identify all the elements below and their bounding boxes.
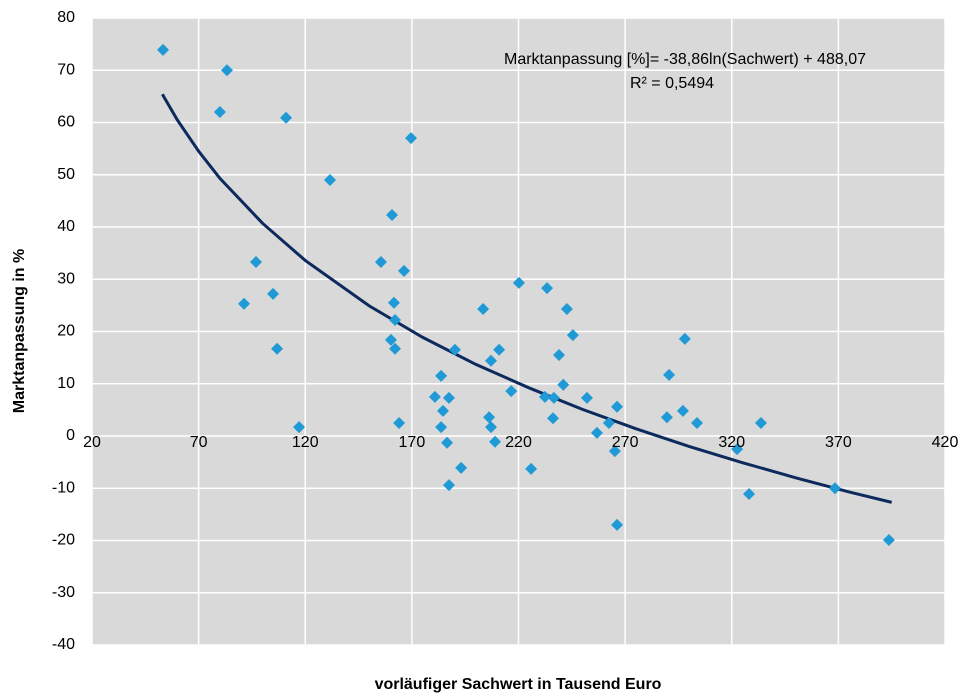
point [441, 436, 454, 449]
y-axis-label: Marktanpassung in % [11, 249, 28, 413]
y-tick-label: 80 [57, 9, 75, 26]
point [293, 421, 306, 434]
y-tick-label: -20 [52, 532, 75, 549]
y-tick-label: -30 [52, 584, 75, 601]
point [754, 416, 767, 429]
point [547, 391, 560, 404]
point [397, 264, 410, 277]
point [387, 296, 400, 309]
point [442, 391, 455, 404]
point [389, 342, 402, 355]
point [437, 404, 450, 417]
point [553, 349, 566, 362]
point [428, 390, 441, 403]
y-tick-label: 70 [57, 61, 75, 78]
x-tick-label: 220 [505, 434, 532, 451]
x-tick-label: 420 [932, 434, 959, 451]
point [448, 343, 461, 356]
point [280, 111, 293, 124]
equation: Marktanpassung [%]= -38,86ln(Sachwert) +… [504, 51, 866, 68]
y-tick-label: 40 [57, 218, 75, 235]
point [213, 106, 226, 119]
point [384, 333, 397, 346]
x-axis-label: vorläufiger Sachwert in Tausend Euro [375, 676, 662, 693]
x-tick-label: 120 [292, 434, 319, 451]
marks [157, 43, 895, 546]
point [484, 421, 497, 434]
point [271, 342, 284, 355]
point [405, 132, 418, 145]
y-tick-label: 20 [57, 323, 75, 340]
point [435, 369, 448, 382]
y-tick-label: -10 [52, 479, 75, 496]
point [238, 297, 251, 310]
point [489, 435, 502, 448]
point [557, 378, 570, 391]
point [249, 256, 262, 269]
x-tick-label: 270 [612, 434, 639, 451]
point [525, 462, 538, 475]
grid [91, 17, 946, 646]
point [547, 412, 560, 425]
x-tick-label: 370 [825, 434, 852, 451]
point [611, 400, 624, 413]
y-tick-label: 10 [57, 375, 75, 392]
x-tick-label: 70 [190, 434, 208, 451]
x-tick-label: 320 [718, 434, 745, 451]
point [484, 354, 497, 367]
point [220, 64, 233, 77]
point [690, 416, 703, 429]
point [393, 416, 406, 429]
point [493, 343, 506, 356]
y-tick-label: 30 [57, 270, 75, 287]
point [267, 287, 280, 300]
point [541, 282, 554, 295]
point [678, 332, 691, 345]
trendline [161, 93, 893, 504]
point [660, 411, 673, 424]
y-tick-label: 60 [57, 114, 75, 131]
point [611, 518, 624, 531]
point [602, 416, 615, 429]
point [435, 421, 448, 434]
point [590, 426, 603, 439]
y-tick-label: -40 [52, 636, 75, 653]
point [828, 482, 841, 495]
x-tick-label: 170 [399, 434, 426, 451]
point [608, 445, 621, 458]
point [483, 411, 496, 424]
point [882, 533, 895, 546]
point [743, 487, 756, 500]
point [374, 256, 387, 269]
point [566, 329, 579, 342]
point [477, 303, 490, 316]
y-tick-label: 50 [57, 166, 75, 183]
x-tick-label: 20 [83, 434, 101, 451]
point [538, 390, 551, 403]
point [505, 385, 518, 398]
point [455, 461, 468, 474]
point [580, 391, 593, 404]
point [386, 208, 399, 221]
point [323, 173, 336, 186]
r-squared: R² = 0,5494 [630, 75, 714, 92]
point [157, 43, 170, 56]
point [731, 443, 744, 456]
point [389, 314, 402, 327]
y-tick-label: 0 [66, 427, 75, 444]
point [512, 276, 525, 289]
point [676, 404, 689, 417]
point [442, 479, 455, 492]
point [560, 303, 573, 316]
point [663, 368, 676, 381]
